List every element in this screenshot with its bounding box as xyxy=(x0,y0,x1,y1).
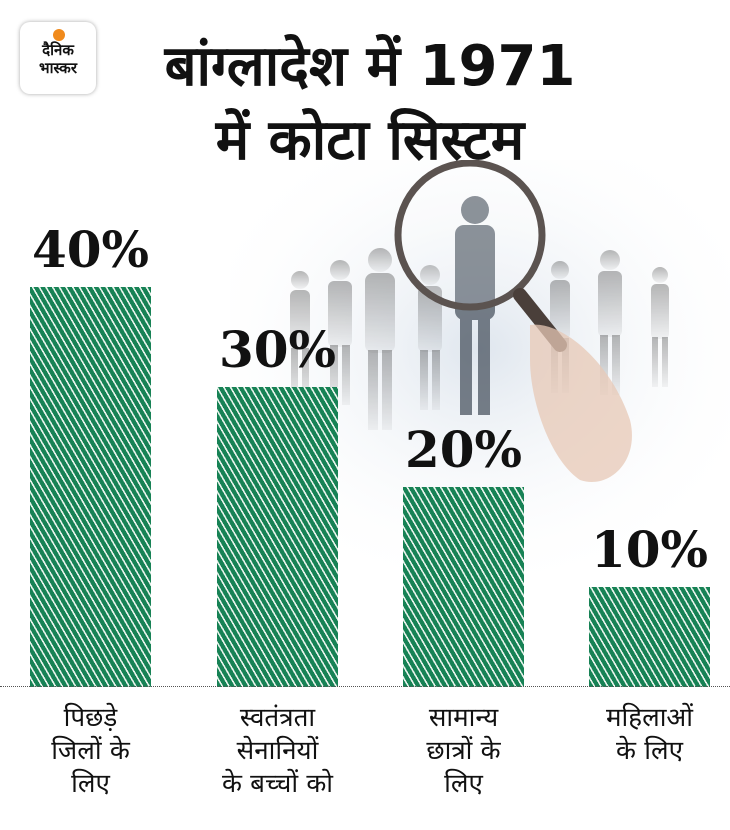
category-label-2: स्वतंत्रता सेनानियों के बच्चों को xyxy=(193,702,363,801)
value-label-1: 40% xyxy=(31,220,150,279)
value-label-2: 30% xyxy=(218,320,337,379)
logo-line-2: भास्कर xyxy=(39,59,77,77)
logo-sun-dot xyxy=(53,29,65,41)
category-label-4: महिलाओं के लिए xyxy=(565,702,730,768)
category-label-line: लिए xyxy=(71,769,110,799)
category-label-line: सामान्य xyxy=(428,703,499,733)
value-label-3: 20% xyxy=(404,420,523,479)
category-label-line: जिलों के xyxy=(51,736,130,766)
chart-title-line-1: बांग्लादेश में 1971 xyxy=(164,34,576,99)
category-label-line: महिलाओं xyxy=(605,703,694,733)
category-label-3: सामान्य छात्रों के लिए xyxy=(379,702,549,801)
chart-title-line-2: में कोटा सिस्टम xyxy=(215,108,525,173)
bar-2 xyxy=(217,387,338,687)
category-label-line: सेनानियों xyxy=(236,736,319,766)
category-label-line: लिए xyxy=(444,769,483,799)
bar-3 xyxy=(403,487,524,687)
logo-line-1: दैनिक xyxy=(42,41,74,59)
category-label-line: के लिए xyxy=(616,736,683,766)
category-label-line: पिछड़े xyxy=(63,703,118,733)
bar-4 xyxy=(589,587,710,687)
chart-baseline xyxy=(0,686,730,687)
category-label-line: के बच्चों को xyxy=(221,769,334,799)
value-label-4: 10% xyxy=(590,520,709,579)
category-label-line: छात्रों के xyxy=(426,736,501,766)
bar-1 xyxy=(30,287,151,687)
dainik-bhaskar-logo: दैनिक भास्कर xyxy=(20,22,96,94)
category-label-line: स्वतंत्रता xyxy=(239,703,316,733)
category-label-1: पिछड़े जिलों के लिए xyxy=(6,702,176,801)
